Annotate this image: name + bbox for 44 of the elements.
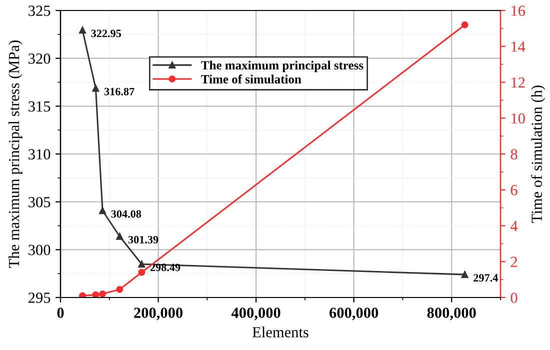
x-tick-label: 200,000 xyxy=(134,308,183,320)
y2-tick-label: 2 xyxy=(510,256,518,267)
y-tick-label: 310 xyxy=(28,149,50,160)
x-axis-title: Elements xyxy=(252,326,308,338)
x-tick-label: 800,000 xyxy=(427,308,476,320)
x-tick-label: 600,000 xyxy=(330,308,378,320)
data-label: 322.95 xyxy=(91,30,121,38)
legend-label: Time of simulation xyxy=(201,74,302,84)
data-label: 316.87 xyxy=(104,88,134,96)
point xyxy=(92,84,100,92)
y-tick-label: 305 xyxy=(28,196,50,208)
point xyxy=(92,291,100,298)
data-label: 297.4 xyxy=(474,274,498,282)
point xyxy=(138,268,146,276)
legend-label: The maximum principal stress xyxy=(201,60,364,72)
point xyxy=(99,290,106,298)
point xyxy=(116,286,124,293)
data-label: 298.49 xyxy=(150,264,180,272)
point xyxy=(138,260,146,268)
data-label: 304.08 xyxy=(111,210,142,218)
y2-tick-label: 16 xyxy=(512,6,526,16)
y2-tick-label: 10 xyxy=(512,113,525,124)
y-tick-label: 300 xyxy=(28,244,50,256)
point xyxy=(461,271,468,278)
y2-tick-label: 0 xyxy=(510,292,518,303)
x-tick-label: 400,000 xyxy=(231,308,280,320)
y2-tick-label: 6 xyxy=(510,185,518,196)
y2-tick-label: 12 xyxy=(512,77,525,88)
y-tick-label: 325 xyxy=(28,6,50,16)
y2-axis-title: Time of simulation (h) xyxy=(531,86,546,223)
y-tick-label: 315 xyxy=(28,101,50,112)
point xyxy=(461,21,468,28)
y2-tick-label: 14 xyxy=(512,42,526,52)
point xyxy=(79,26,86,34)
point xyxy=(99,207,106,214)
x-tick-label: 0 xyxy=(57,308,64,318)
data-label: 301.39 xyxy=(128,236,158,244)
y2-tick-label: 8 xyxy=(510,149,518,160)
y-tick-label: 295 xyxy=(28,292,50,303)
y2-tick-label: 4 xyxy=(510,220,518,232)
point xyxy=(116,232,124,240)
y-tick-label: 320 xyxy=(28,53,50,64)
y-axis-title: The maximum principal stress (MPa) xyxy=(8,40,22,268)
point xyxy=(79,292,86,298)
